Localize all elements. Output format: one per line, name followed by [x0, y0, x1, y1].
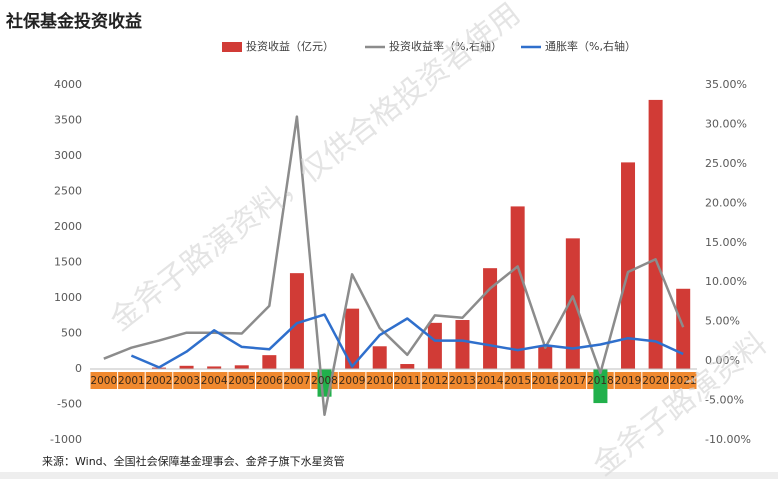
bar [372, 346, 387, 369]
y2-tick-label: 25.00% [705, 157, 747, 170]
x-tick-label: 2013 [449, 375, 476, 387]
category-box [256, 372, 283, 389]
y2-tick-label: 10.00% [705, 275, 747, 288]
bar [262, 355, 277, 369]
category-box [504, 372, 531, 389]
x-tick-label: 2021 [670, 375, 697, 387]
y2-tick-label: 15.00% [705, 236, 747, 249]
x-tick-label: 2005 [228, 375, 255, 387]
x-tick-label: 2017 [559, 375, 586, 387]
y-tick-label: 3500 [54, 114, 82, 127]
category-box [449, 372, 476, 389]
x-tick-label: 2004 [201, 375, 228, 387]
chart-title: 社保基金投资收益 [5, 11, 142, 32]
x-tick-label: 2007 [284, 375, 311, 387]
line [130, 313, 684, 369]
bar [179, 365, 194, 369]
bar [676, 288, 691, 369]
x-tick-label: 2002 [146, 375, 173, 387]
y-tick-label: 3000 [54, 149, 82, 162]
line [103, 115, 685, 417]
category-box [614, 372, 642, 389]
legend-label: 通胀率（%,右轴） [545, 39, 636, 53]
y2-tick-label: 20.00% [705, 196, 747, 209]
y2-tick-label: 30.00% [705, 117, 747, 130]
y2-tick-label: -10.00% [705, 433, 751, 446]
category-box [200, 372, 228, 389]
bar [207, 366, 222, 369]
bar [400, 364, 415, 369]
y-tick-label: 0 [75, 362, 82, 375]
y-tick-label: 1500 [54, 256, 82, 269]
legend-label: 投资收益（亿元） [246, 39, 334, 53]
x-tick-label: 2001 [118, 375, 145, 387]
x-tick-label: 2006 [256, 375, 283, 387]
category-box [531, 372, 559, 389]
y-tick-label: 2500 [54, 185, 82, 198]
y2-tick-label: 5.00% [705, 315, 740, 328]
x-tick-label: 2014 [477, 375, 504, 387]
category-box [559, 372, 587, 389]
bottom-band [0, 472, 778, 479]
y-tick-label: -500 [57, 398, 82, 411]
x-tick-label: 2018 [587, 375, 614, 387]
bar [234, 365, 249, 369]
bar [538, 346, 553, 369]
bar [345, 308, 360, 369]
category-box [283, 372, 311, 389]
bar [565, 238, 580, 369]
category-box [228, 372, 256, 389]
x-tick-label: 2012 [422, 375, 449, 387]
y2-tick-label: 35.00% [705, 78, 747, 91]
x-tick-label: 2015 [504, 375, 531, 387]
y2-tick-label: -5.00% [705, 394, 744, 407]
x-tick-label: 2020 [642, 375, 669, 387]
category-box [145, 372, 173, 389]
category-box [669, 372, 697, 389]
x-tick-label: 2008 [311, 375, 338, 387]
category-box [394, 372, 421, 389]
legend-swatch [222, 42, 242, 52]
x-tick-label: 2011 [394, 375, 421, 387]
category-box [642, 372, 669, 389]
x-tick-label: 2019 [615, 375, 642, 387]
bar [621, 162, 636, 369]
legend-label: 投资收益率（%,右轴） [389, 39, 502, 53]
x-tick-label: 2009 [339, 375, 366, 387]
source-note: 来源：Wind、全国社会保障基金理事会、金斧子旗下水星资管 [42, 454, 345, 468]
y-tick-label: 2000 [54, 220, 82, 233]
y-tick-label: 4000 [54, 78, 82, 91]
category-box [90, 372, 118, 389]
x-tick-label: 2003 [173, 375, 200, 387]
x-tick-label: 2000 [90, 375, 117, 387]
bar [648, 99, 663, 369]
bar [427, 322, 442, 369]
bar [289, 273, 304, 369]
y-tick-label: -1000 [50, 433, 82, 446]
category-box [421, 372, 449, 389]
x-tick-label: 2016 [532, 375, 559, 387]
bar [455, 320, 470, 369]
category-box [366, 372, 393, 389]
y2-tick-label: 0.00% [705, 354, 740, 367]
category-box [173, 372, 200, 389]
category-box [476, 372, 504, 389]
plot: -1000 -500 0 500 1000 1500 2000 2500 3000 3500 400… [50, 39, 751, 446]
bar [510, 206, 525, 369]
bar [593, 369, 608, 404]
x-tick-label: 2010 [366, 375, 393, 387]
category-box [118, 372, 145, 389]
y-tick-label: 1000 [54, 291, 82, 304]
y-tick-label: 500 [61, 327, 82, 340]
category-box [338, 372, 366, 389]
